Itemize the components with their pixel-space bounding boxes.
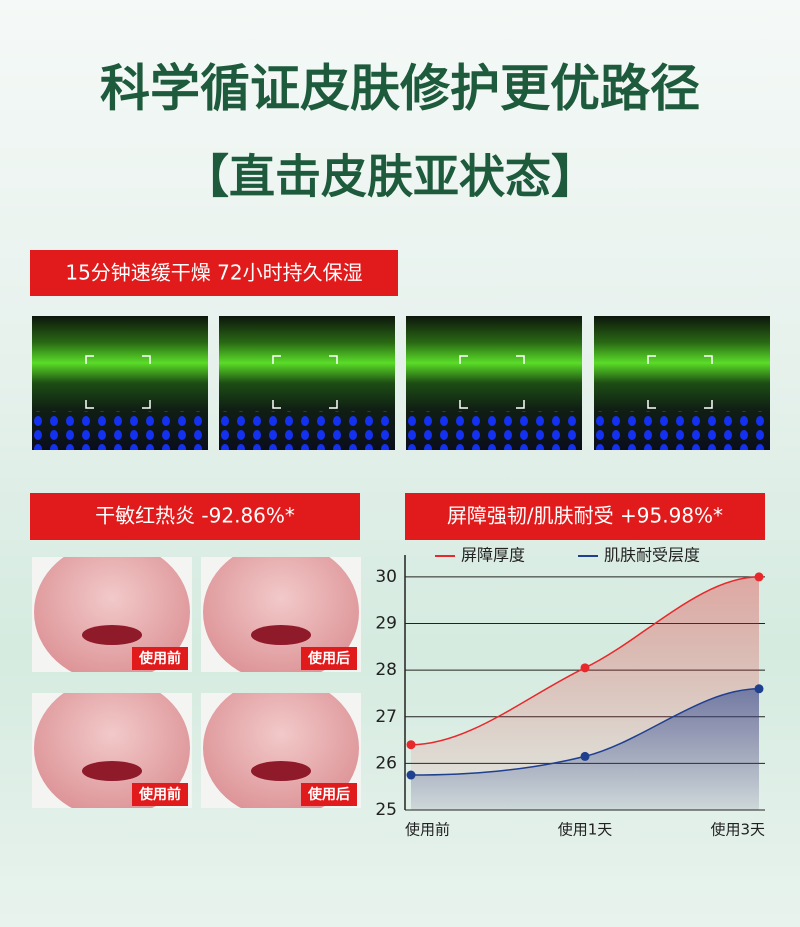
micro-image	[219, 316, 395, 450]
face-tag	[132, 647, 188, 670]
face-label: 使用后	[307, 650, 350, 667]
face-tag	[132, 783, 188, 806]
faces-title: 干敏红热炎 -92.86%*	[95, 504, 295, 528]
title: 科学循证皮肤修护更优路径	[100, 60, 700, 118]
micro-image	[406, 316, 582, 450]
legend-label: 肌肤耐受层度	[604, 546, 700, 565]
point	[406, 740, 416, 750]
x-tick-label: 使用1天	[558, 821, 613, 839]
y-tick-label: 25	[375, 800, 397, 820]
micro-image	[32, 316, 208, 450]
y-tick-label: 27	[375, 707, 397, 727]
point	[754, 684, 764, 694]
banner-bg	[30, 250, 398, 296]
y-tick-label: 29	[375, 614, 397, 634]
point	[406, 770, 416, 780]
face-label: 使用后	[307, 786, 350, 803]
legend-label: 屏障厚度	[461, 546, 525, 565]
faces-banner	[30, 493, 360, 540]
chart-banner	[405, 493, 765, 540]
y-tick-label: 30	[375, 567, 397, 587]
y-tick-label: 28	[375, 660, 397, 680]
face-tag	[301, 647, 357, 670]
face-label: 使用前	[138, 650, 181, 667]
chart-title: 屏障强韧/肌肤耐受 +95.98%*	[447, 504, 723, 528]
subtitle: 【直击皮肤亚状态】	[183, 150, 597, 204]
banner: 15分钟速缓干燥 72小时持久保湿	[65, 261, 362, 285]
point	[580, 663, 590, 673]
y-tick-label: 26	[375, 753, 397, 773]
micro-image	[594, 316, 770, 450]
x-tick-label: 使用3天	[710, 821, 765, 839]
x-tick-label: 使用前	[405, 821, 450, 839]
point	[580, 751, 590, 761]
face-label: 使用前	[138, 786, 181, 803]
face-tag	[301, 783, 357, 806]
area	[411, 688, 759, 810]
point	[754, 572, 764, 582]
